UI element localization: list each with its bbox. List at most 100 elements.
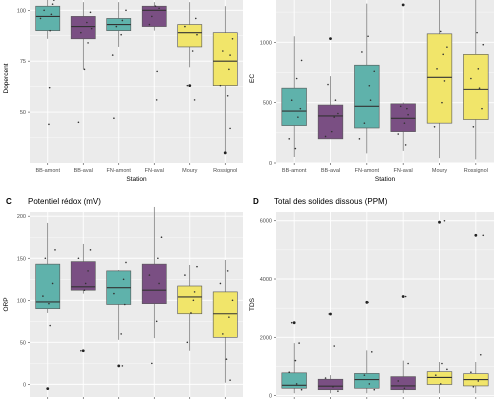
jitter-point: [446, 368, 448, 371]
box-BB-amont: [281, 87, 307, 126]
box-Rossignol: [212, 291, 238, 338]
jitter-point: [403, 122, 406, 124]
jitter-point: [290, 99, 293, 102]
jitter-point: [441, 362, 443, 365]
jitter-point: [324, 377, 327, 379]
jitter-point: [80, 31, 82, 34]
x-tick-label: FN-aval: [394, 168, 413, 174]
jitter-point: [83, 68, 86, 71]
jitter-point: [158, 7, 160, 10]
y-tick-label: 500: [263, 101, 272, 107]
jitter-point: [439, 383, 442, 385]
box-BB-aval: [317, 104, 344, 140]
jitter-point: [122, 278, 125, 281]
y-axis-title: TDS: [249, 297, 256, 311]
jitter-point: [407, 113, 409, 116]
jitter-point: [148, 23, 151, 26]
y-axis-title: EC: [249, 74, 256, 83]
outlier-point: [474, 233, 478, 237]
jitter-point: [50, 13, 53, 16]
y-tick-label: 0: [269, 394, 272, 400]
jitter-point: [193, 99, 196, 101]
jitter-point: [407, 362, 409, 365]
jitter-point: [333, 116, 336, 118]
jitter-point: [186, 84, 189, 87]
jitter-point: [373, 388, 376, 391]
jitter-point: [228, 316, 230, 318]
jitter-point: [370, 351, 373, 353]
box-Moury: [177, 24, 203, 48]
jitter-point: [397, 380, 400, 382]
plot-background: [30, 0, 243, 163]
outlier-point: [438, 220, 441, 224]
jitter-point: [48, 123, 50, 126]
outlier-point: [401, 3, 405, 7]
jitter-point: [84, 282, 87, 285]
x-tick-label: FN-aval: [145, 168, 164, 174]
jitter-point: [111, 54, 114, 56]
jitter-point: [337, 112, 339, 115]
jitter-point: [123, 303, 126, 306]
jitter-point: [434, 374, 437, 376]
jitter-point: [54, 249, 56, 251]
jitter-point: [436, 68, 438, 70]
y-tick-label: 0: [23, 382, 26, 388]
jitter-point: [219, 84, 222, 87]
box-BB-amont: [281, 372, 307, 389]
box-FN-aval: [141, 263, 167, 304]
jitter-point: [406, 107, 408, 110]
jitter-point: [113, 117, 115, 120]
jitter-point: [222, 50, 224, 52]
jitter-point: [160, 236, 163, 239]
jitter-point: [229, 127, 231, 130]
x-tick-label: FN-amont: [107, 168, 132, 174]
plot-background: [30, 212, 243, 397]
box-Rossignol: [212, 32, 238, 86]
box-FN-aval: [141, 5, 167, 27]
jitter-point: [125, 9, 127, 12]
jitter-point: [154, 5, 157, 8]
outlier-point: [46, 387, 50, 390]
jitter-point: [196, 265, 198, 268]
jitter-point: [231, 37, 234, 40]
jitter-point: [443, 80, 446, 82]
outlier-point: [223, 151, 227, 155]
jitter-point: [49, 29, 51, 32]
box-BB-aval: [317, 378, 344, 391]
jitter-point: [86, 21, 88, 24]
box-Moury: [177, 285, 203, 315]
jitter-point: [472, 125, 475, 128]
y-tick-label: 75: [20, 59, 26, 65]
jitter-point: [151, 362, 153, 365]
jitter-point: [90, 27, 93, 30]
jitter-point: [294, 359, 297, 362]
jitter-point: [155, 320, 158, 323]
y-tick-label: 6000: [260, 219, 272, 225]
jitter-point: [472, 386, 475, 388]
jitter-point: [148, 274, 151, 276]
jitter-point: [186, 341, 189, 344]
jitter-point: [295, 77, 298, 80]
y-tick-label: 200: [17, 214, 26, 220]
jitter-point: [477, 380, 480, 382]
box-FN-amont: [354, 373, 380, 389]
panel-letter: C: [6, 197, 12, 206]
outlier-point: [401, 295, 405, 298]
jitter-point: [157, 257, 159, 260]
jitter-point: [288, 371, 291, 374]
jitter-point: [367, 301, 369, 304]
jitter-point: [196, 33, 198, 36]
jitter-point: [363, 122, 366, 124]
panel-title: Potentiel rédox (mV): [28, 197, 101, 206]
panel-letter: D: [253, 197, 259, 206]
outlier-point: [188, 84, 192, 88]
jitter-point: [219, 282, 222, 285]
x-axis-title: Station: [375, 176, 396, 183]
jitter-point: [121, 365, 124, 367]
jitter-point: [300, 388, 303, 391]
box-FN-aval: [390, 376, 416, 391]
jitter-point: [476, 31, 478, 34]
x-tick-label: BB-amont: [36, 168, 61, 174]
jitter-point: [330, 130, 333, 133]
jitter-point: [482, 234, 485, 237]
